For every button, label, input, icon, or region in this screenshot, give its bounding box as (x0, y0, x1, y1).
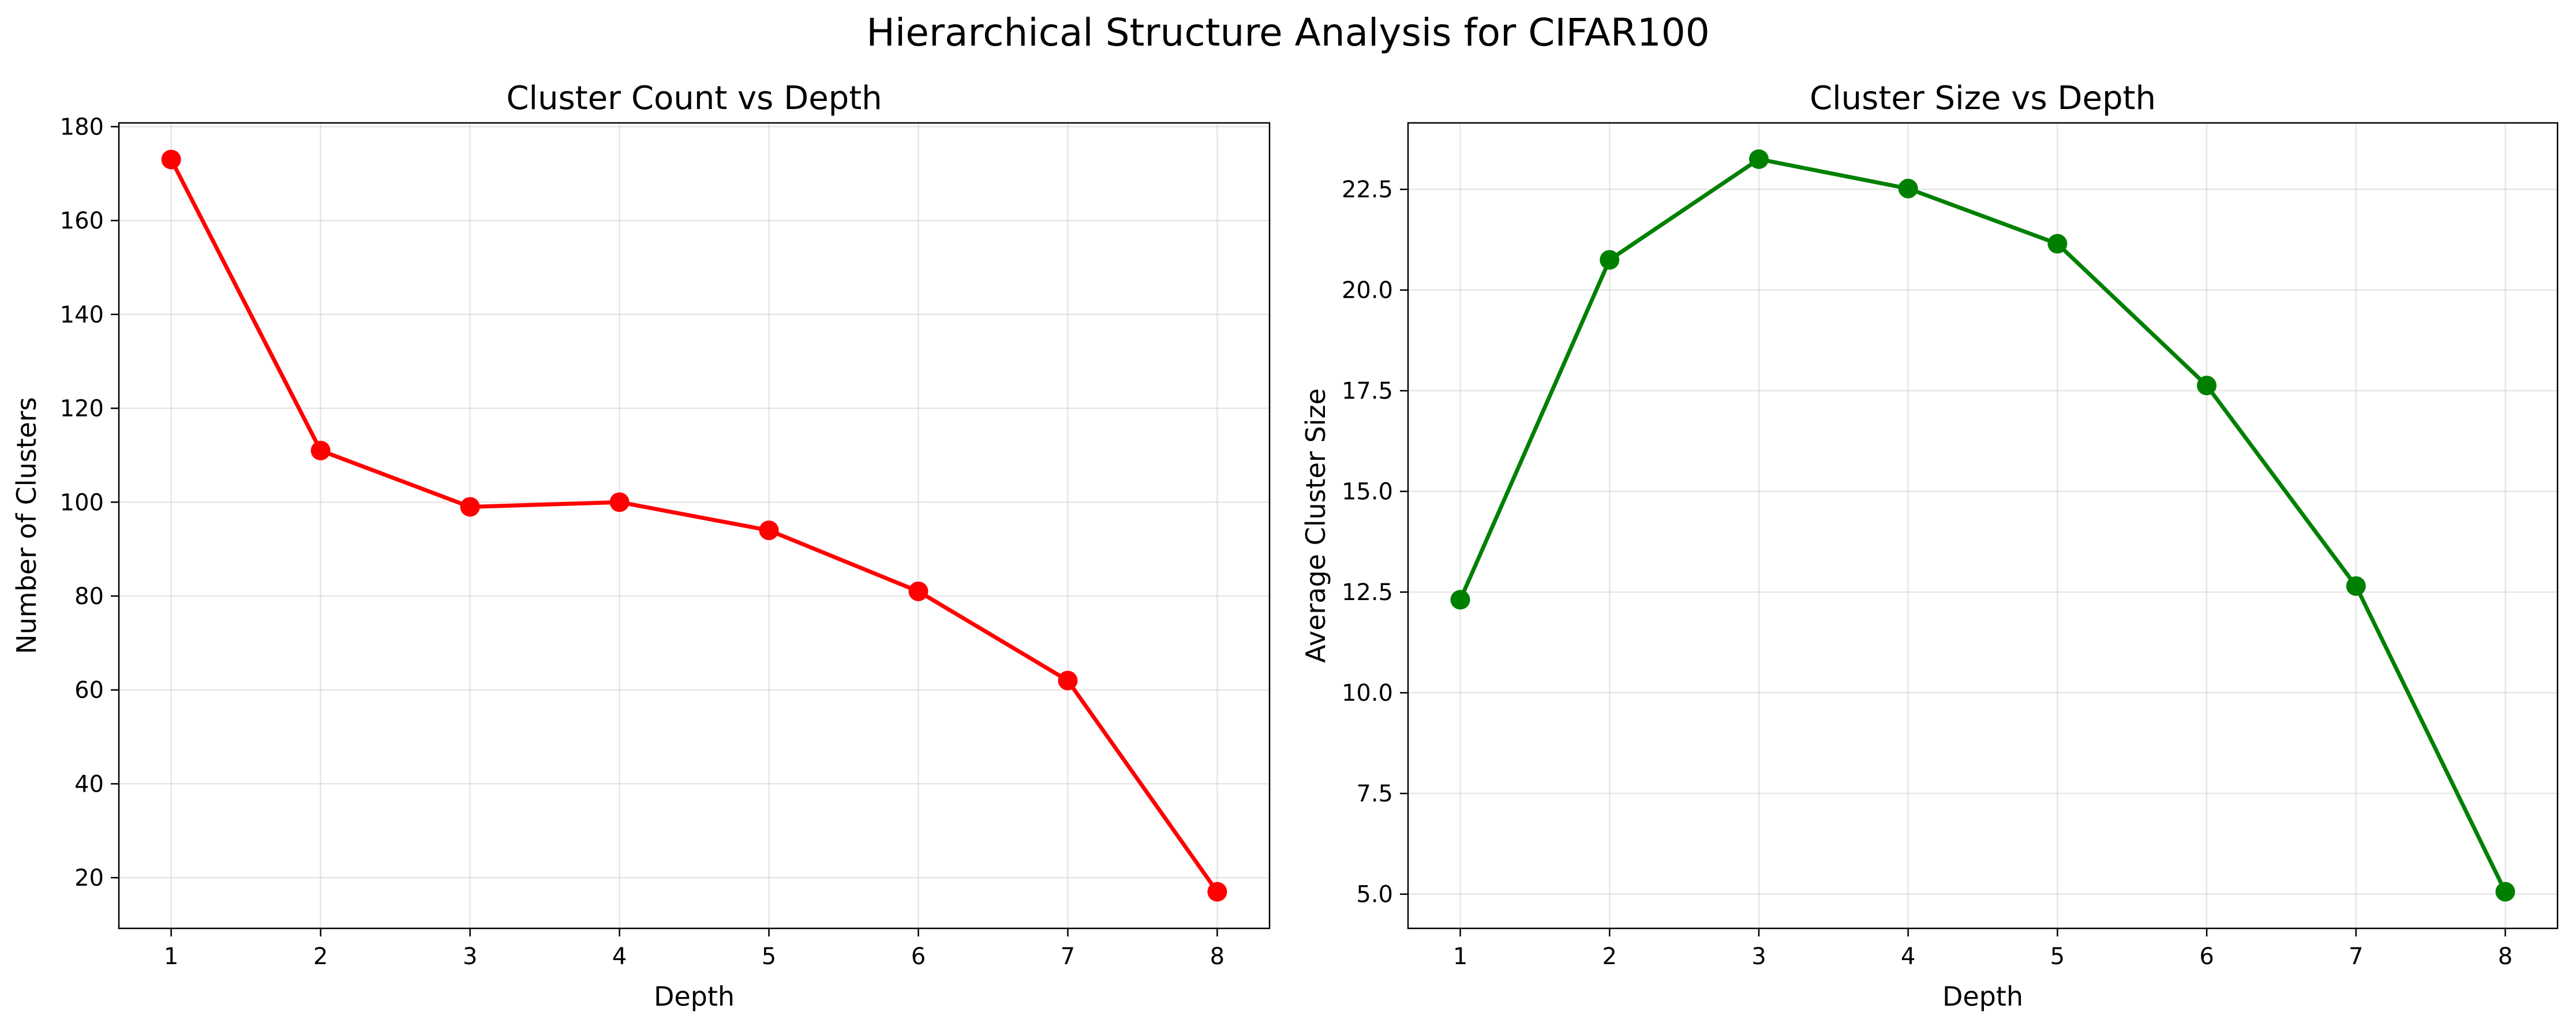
x-tick-label: 4 (612, 943, 627, 970)
series-line (1458, 157, 2507, 893)
data-point (1450, 590, 1470, 610)
x-tick-label: 7 (2349, 943, 2363, 970)
x-tick-label: 7 (1061, 943, 1075, 970)
chart-title: Cluster Size vs Depth (1810, 80, 2156, 117)
x-axis-label: Depth (1942, 981, 2023, 1012)
data-point (460, 497, 480, 517)
series-line (169, 158, 1219, 893)
y-tick-label: 20 (74, 865, 104, 891)
y-tick-label: 160 (60, 208, 104, 234)
y-tick-label: 100 (60, 489, 104, 516)
x-tick-label: 3 (463, 943, 477, 970)
data-point (1898, 178, 1918, 198)
data-point (609, 492, 630, 512)
y-tick-label: 180 (60, 114, 104, 141)
x-tick-label: 6 (911, 943, 926, 970)
y-tick-label: 80 (74, 583, 104, 610)
y-tick-label: 60 (74, 677, 104, 704)
y-tick-label: 120 (60, 396, 104, 422)
x-axis-label: Depth (654, 981, 735, 1012)
data-point (2346, 576, 2366, 596)
x-tick-label: 8 (2498, 943, 2513, 970)
y-tick-label: 7.5 (1356, 781, 1393, 807)
x-tick-label: 2 (313, 943, 328, 970)
data-point (1207, 882, 1227, 902)
y-tick-label: 15.0 (1342, 479, 1393, 505)
plot-frame (118, 122, 1271, 930)
data-point (1748, 149, 1769, 169)
y-tick-label: 20.0 (1342, 278, 1393, 304)
data-point (2197, 376, 2217, 396)
x-tick-label: 2 (1602, 943, 1617, 970)
x-tick-label: 1 (164, 943, 178, 970)
data-point (908, 581, 928, 601)
x-tick-label: 6 (2199, 943, 2214, 970)
x-tick-label: 5 (762, 943, 776, 970)
grid (119, 123, 1270, 928)
x-tick-label: 8 (1210, 943, 1225, 970)
data-point (161, 149, 181, 170)
cluster-count-chart: 1 2 3 4 5 6 7 8 20 40 60 80 100 120 140 160 180 Cluster C… (11, 80, 1271, 1012)
y-tick-label: 12.5 (1342, 579, 1393, 606)
chart-title: Cluster Count vs Depth (506, 80, 882, 117)
x-tick-label: 3 (1751, 943, 1766, 970)
x-tick-label: 5 (2050, 943, 2065, 970)
grid (1408, 123, 2558, 928)
y-axis-label: Average Cluster Size (1300, 388, 1331, 663)
y-tick-label: 10.0 (1342, 680, 1393, 707)
x-tick-label: 1 (1453, 943, 1467, 970)
data-point (2047, 234, 2068, 254)
data-point (1600, 250, 1620, 270)
cluster-size-chart: 1 2 3 4 5 6 7 8 5.0 7.5 10.0 12.5 15.0 17.5 20.0 22.5 Cl… (1300, 80, 2559, 1012)
y-axis-label: Number of Clusters (11, 397, 42, 654)
data-point (759, 520, 779, 541)
data-point (2495, 882, 2515, 902)
data-point (310, 440, 331, 460)
y-tick-label: 22.5 (1342, 177, 1393, 203)
y-tick-label: 40 (74, 771, 104, 797)
y-tick-label: 140 (60, 302, 104, 328)
figure-title: Hierarchical Structure Analysis for CIFA… (866, 10, 1710, 55)
y-tick-label: 17.5 (1342, 378, 1393, 404)
plot-frame (1407, 122, 2559, 930)
y-tick-label: 5.0 (1356, 882, 1393, 908)
data-point (1058, 670, 1078, 691)
x-tick-label: 4 (1901, 943, 1915, 970)
